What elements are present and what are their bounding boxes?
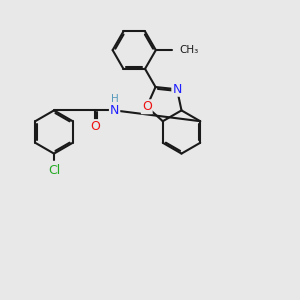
- Text: Cl: Cl: [48, 164, 60, 177]
- Text: N: N: [110, 104, 119, 117]
- Text: O: O: [142, 100, 152, 113]
- Text: O: O: [90, 120, 100, 133]
- Text: H: H: [111, 94, 119, 104]
- Text: N: N: [172, 83, 182, 96]
- Text: CH₃: CH₃: [179, 45, 198, 55]
